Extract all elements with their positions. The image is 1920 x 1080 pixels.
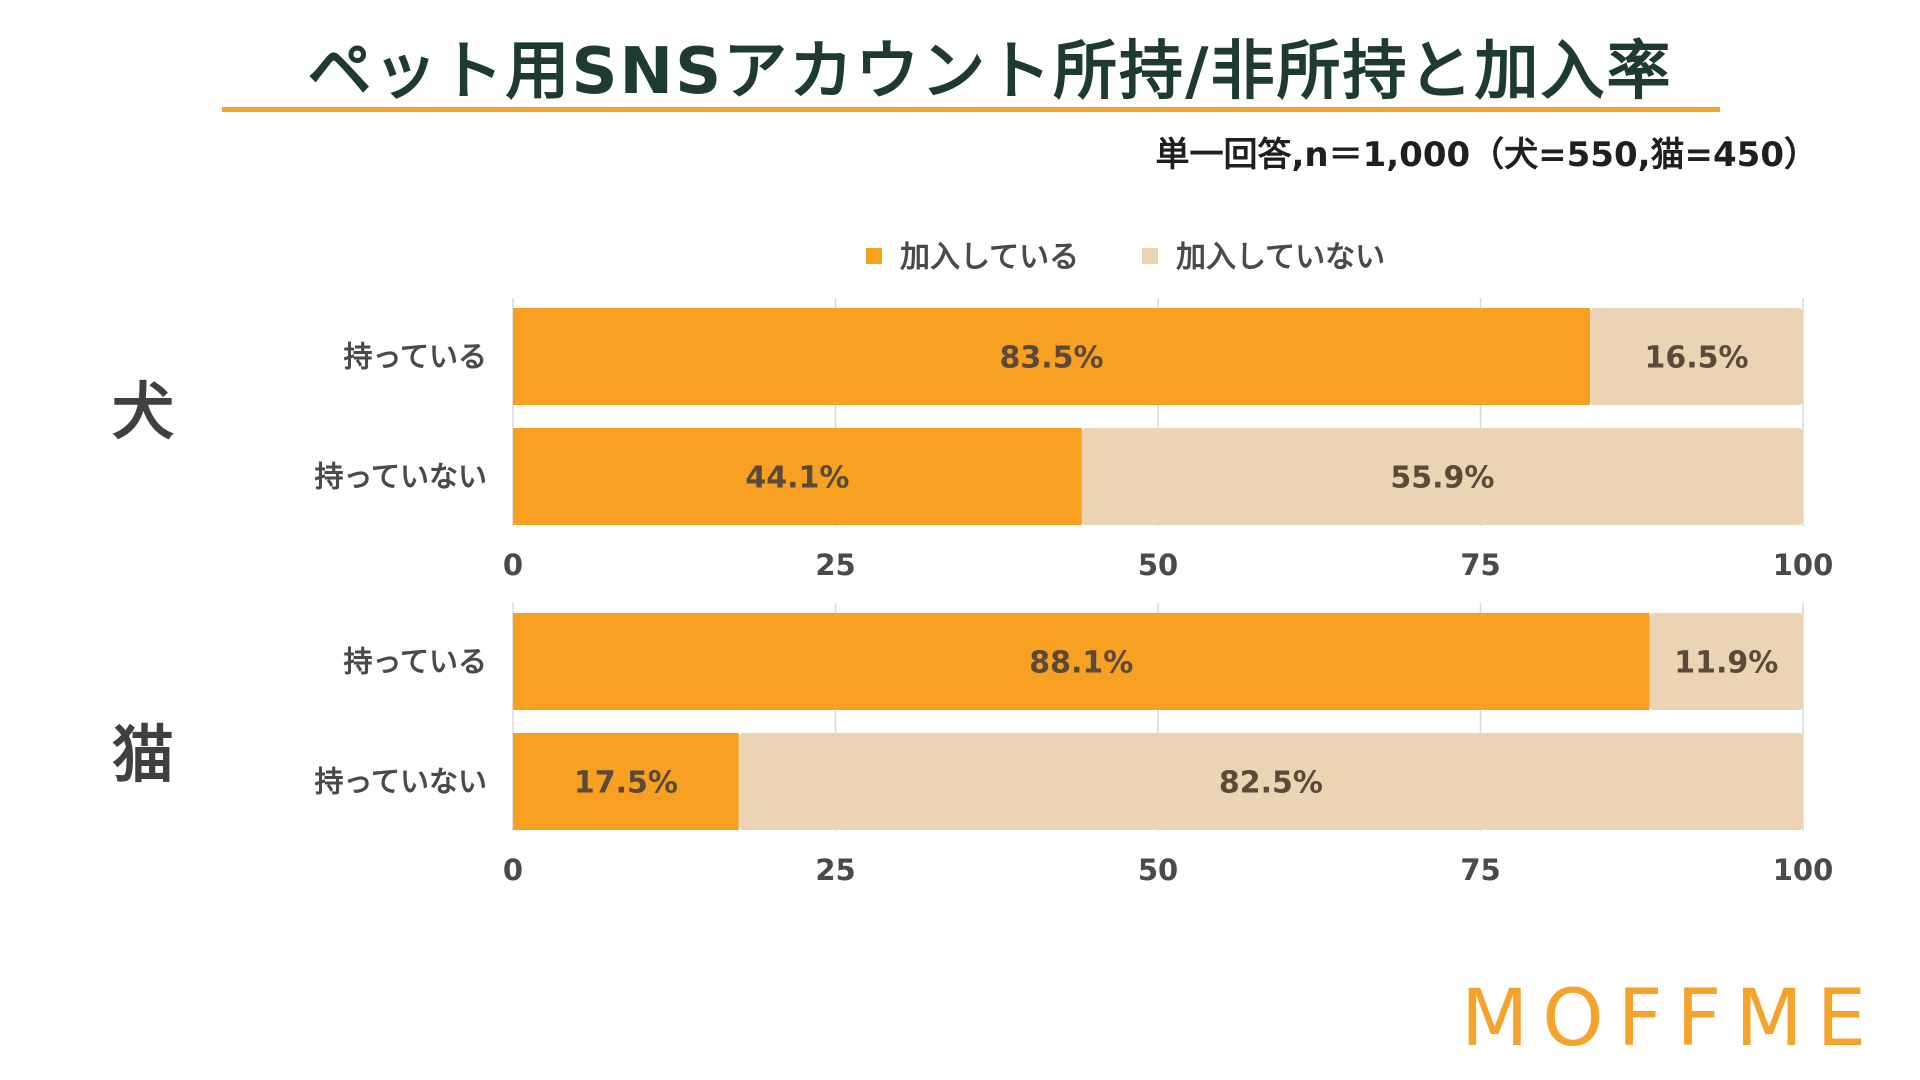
data-label: 11.9%	[1674, 646, 1778, 681]
bar-segment	[513, 308, 1591, 405]
data-label: 16.5%	[1645, 341, 1749, 376]
x-tick-label: 0	[503, 548, 523, 582]
legend-label-joined: 加入している	[900, 240, 1079, 275]
x-tick-label: 25	[815, 853, 855, 887]
x-tick-label: 75	[1460, 548, 1500, 582]
category-label: 持っていない	[314, 460, 487, 494]
legend-swatch-not-joined	[1142, 248, 1158, 264]
chart-subtitle: 単一回答,n＝1,000（犬=550,猫=450）	[1155, 135, 1818, 175]
chart-title: ペット用SNSアカウント所持/非所持と加入率	[307, 35, 1672, 109]
bar-segment	[738, 733, 1803, 830]
bar-segment	[1081, 428, 1803, 525]
legend-swatch-joined	[866, 248, 882, 264]
legend: 加入している 加入していない	[866, 240, 1385, 275]
x-tick-label: 75	[1460, 853, 1500, 887]
legend-label-not-joined: 加入していない	[1176, 240, 1385, 275]
data-label: 44.1%	[745, 461, 849, 496]
moffme-logo: MOFFME	[1461, 974, 1880, 1064]
title-underline	[222, 107, 1720, 112]
x-tick-label: 50	[1138, 853, 1178, 887]
x-tick-label: 25	[815, 548, 855, 582]
category-label: 持っている	[343, 340, 487, 374]
category-label: 持っている	[343, 645, 487, 679]
bar-segment	[1649, 613, 1803, 710]
data-label: 82.5%	[1219, 766, 1323, 801]
category-label: 持っていない	[314, 765, 487, 799]
group-label: 猫	[112, 718, 174, 791]
bar-segment	[1590, 308, 1803, 405]
data-label: 83.5%	[1000, 341, 1104, 376]
x-tick-label: 0	[503, 853, 523, 887]
data-label: 88.1%	[1029, 646, 1133, 681]
bar-segment	[513, 613, 1650, 710]
bar-segment	[513, 428, 1082, 525]
x-tick-label: 100	[1773, 853, 1834, 887]
data-label: 17.5%	[574, 766, 678, 801]
bar-segment	[513, 733, 739, 830]
x-tick-label: 50	[1138, 548, 1178, 582]
group-label: 犬	[112, 375, 174, 448]
data-label: 55.9%	[1390, 461, 1494, 496]
x-tick-label: 100	[1773, 548, 1834, 582]
